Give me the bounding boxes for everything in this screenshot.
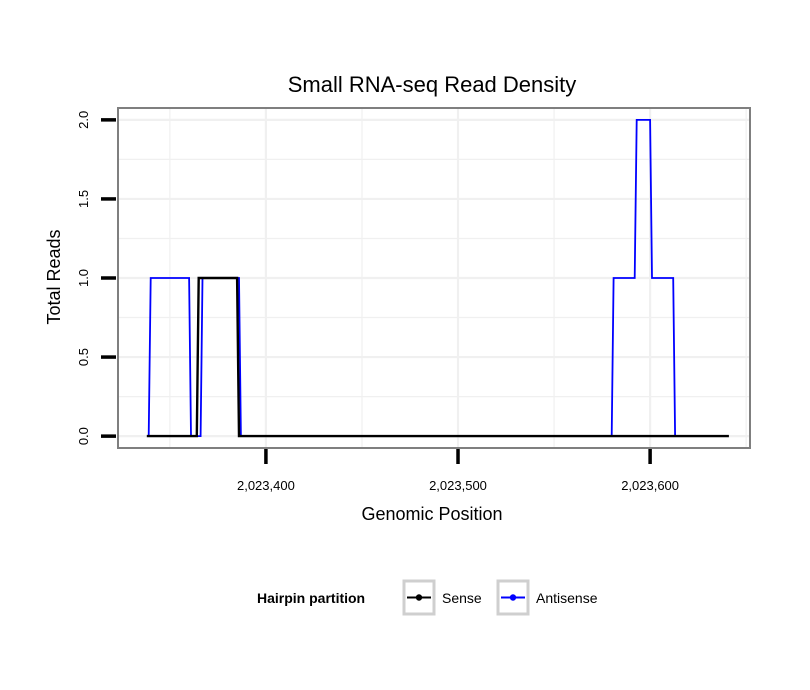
y-tick-label: 1.0 <box>76 269 91 287</box>
x-tick-label: 2,023,400 <box>237 478 295 493</box>
legend-entries: Sense Antisense <box>402 579 598 616</box>
legend-entry-sense: Sense <box>402 579 482 616</box>
x-tick-label: 2,023,500 <box>429 478 487 493</box>
series-line-sense <box>146 276 729 438</box>
grid-lines <box>118 108 750 448</box>
legend-label: Sense <box>442 590 482 606</box>
legend-entry-antisense: Antisense <box>496 579 598 616</box>
legend-label: Antisense <box>536 590 598 606</box>
legend-key-marker <box>415 594 423 601</box>
y-tick-label: 0.0 <box>76 427 91 445</box>
plot-border <box>117 107 751 449</box>
axes-group: 2,023,400 2,023,500 2,023,600 0.0 0.5 1.0 1.5 2… <box>76 107 751 493</box>
x-axis-label: Genomic Position <box>361 504 502 524</box>
chart-title: Small RNA-seq Read Density <box>288 72 577 97</box>
series-group <box>146 119 729 438</box>
x-tick-label: 2,023,600 <box>621 478 679 493</box>
y-axis-label: Total Reads <box>44 229 64 324</box>
legend-title: Hairpin partition <box>257 590 365 606</box>
y-tick-label: 1.5 <box>76 190 91 208</box>
y-tick-label: 2.0 <box>76 111 91 129</box>
y-tick-label: 0.5 <box>76 348 91 366</box>
legend-key-marker <box>509 594 517 601</box>
legend: Hairpin partition Sense Antisense <box>257 579 598 616</box>
